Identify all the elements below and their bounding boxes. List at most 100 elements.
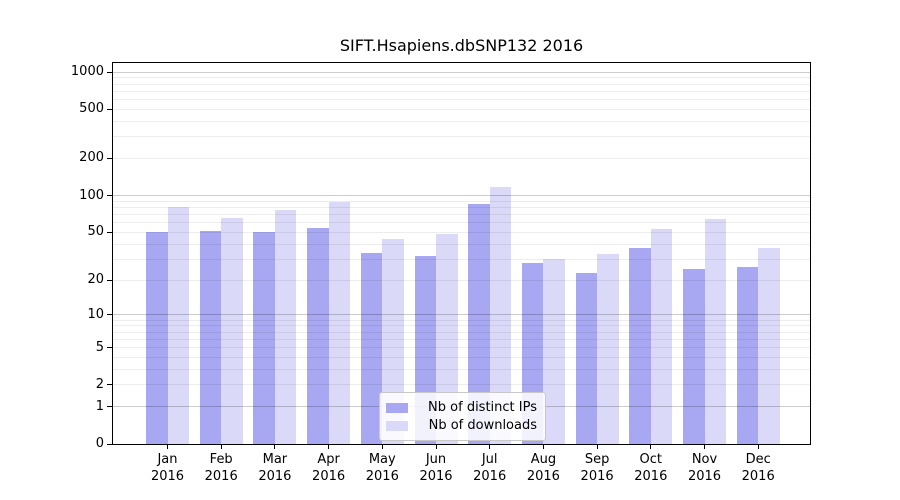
- gridline-minor: [113, 347, 810, 349]
- bar-nb-of-downloads-mar-2016: [274, 210, 297, 444]
- bar-nb-of-downloads-oct-2016: [650, 229, 673, 444]
- x-tick-label-line: 2016: [526, 469, 560, 484]
- x-tick: [435, 445, 437, 449]
- x-tick: [220, 445, 222, 449]
- y-tick-label: 5: [95, 339, 104, 355]
- x-tick-label: Oct 2016: [619, 451, 683, 485]
- bar-nb-of-distinct-ips-may-2016: [360, 252, 383, 444]
- y-tick-label: 20: [87, 272, 104, 288]
- bar-nb-of-distinct-ips-sep-2016: [575, 272, 598, 444]
- x-tick: [274, 445, 276, 449]
- gridline-minor: [113, 279, 810, 281]
- legend-item-distinct-ips: Nb of distinct IPs: [386, 399, 537, 416]
- x-tick: [596, 445, 598, 449]
- gridline-minor: [113, 136, 810, 138]
- y-tick: [107, 406, 112, 408]
- gridline-minor: [113, 356, 810, 358]
- y-tick-label: 100: [79, 187, 104, 203]
- bar-nb-of-distinct-ips-oct-2016: [629, 248, 651, 444]
- x-tick-label: Aug 2016: [511, 451, 575, 485]
- legend-item-downloads: Nb of downloads: [386, 417, 537, 434]
- y-tick-label: 500: [79, 101, 104, 117]
- x-tick-label: Jun 2016: [404, 451, 468, 485]
- x-tick-label-line: Oct: [639, 452, 663, 467]
- plot-area: Nb of distinct IPs Nb of downloads: [113, 63, 810, 444]
- gridline-minor: [113, 222, 810, 224]
- x-tick: [328, 445, 330, 449]
- gridline-minor: [113, 243, 810, 245]
- x-tick-label-line: Jun: [425, 452, 447, 467]
- bar-nb-of-downloads-sep-2016: [597, 254, 619, 444]
- x-tick: [650, 445, 652, 449]
- bar-nb-of-distinct-ips-jan-2016: [146, 232, 168, 444]
- gridline-minor: [113, 331, 810, 333]
- bar-nb-of-downloads-dec-2016: [758, 248, 780, 444]
- bar-nb-of-downloads-nov-2016: [704, 219, 726, 444]
- y-tick: [107, 231, 112, 233]
- bar-nb-of-distinct-ips-feb-2016: [199, 231, 222, 444]
- gridline-minor: [113, 206, 810, 208]
- bar-nb-of-downloads-apr-2016: [328, 202, 351, 444]
- x-tick-label: May 2016: [350, 451, 414, 485]
- x-tick-label-line: Mar: [262, 452, 288, 467]
- bar-nb-of-downloads-aug-2016: [543, 259, 565, 444]
- x-tick-label-line: 2016: [473, 469, 507, 484]
- gridline-minor: [113, 258, 810, 260]
- gridline-minor: [113, 120, 810, 122]
- bar-nb-of-distinct-ips-mar-2016: [253, 232, 275, 444]
- gridline-major: [113, 71, 810, 73]
- gridline-minor: [113, 200, 810, 202]
- y-tick-label: 2: [95, 376, 104, 392]
- gridline-minor: [113, 108, 810, 110]
- x-tick-label: Feb 2016: [189, 451, 253, 485]
- x-tick: [381, 445, 383, 449]
- x-tick-label-line: 2016: [312, 469, 346, 484]
- x-tick-label-line: Feb: [209, 452, 233, 467]
- gridline-minor: [113, 338, 810, 340]
- gridline-major: [113, 314, 810, 316]
- y-tick: [107, 347, 112, 349]
- y-tick: [107, 157, 112, 159]
- bar-nb-of-distinct-ips-dec-2016: [736, 266, 759, 444]
- x-tick-label-line: 2016: [258, 469, 292, 484]
- legend-swatch-distinct-ips: [386, 402, 408, 413]
- y-tick-label: 50: [87, 224, 104, 240]
- y-tick: [107, 314, 112, 316]
- x-tick-label-line: 2016: [580, 469, 614, 484]
- legend-label-downloads: Nb of downloads: [428, 418, 537, 433]
- gridline-minor: [113, 325, 810, 327]
- y-tick-label: 200: [79, 150, 104, 166]
- y-tick: [107, 279, 112, 281]
- gridline-major: [113, 195, 810, 197]
- x-tick-label-line: May: [368, 452, 396, 467]
- gridline-minor: [113, 83, 810, 85]
- x-tick-label: Jul 2016: [458, 451, 522, 485]
- y-tick-label: 1000: [70, 64, 104, 80]
- x-tick-label-line: Aug: [530, 452, 557, 467]
- gridline-minor: [113, 77, 810, 79]
- x-tick-label: Apr 2016: [297, 451, 361, 485]
- gridline-minor: [113, 231, 810, 233]
- x-tick-label: Nov 2016: [673, 451, 737, 485]
- x-tick: [542, 445, 544, 449]
- legend-swatch-downloads: [386, 420, 408, 431]
- bars-layer: [113, 63, 810, 444]
- bar-nb-of-downloads-feb-2016: [221, 218, 243, 444]
- gridline-minor: [113, 157, 810, 159]
- y-tick: [107, 108, 112, 110]
- x-tick-label: Dec 2016: [726, 451, 790, 485]
- y-tick-label: 1: [95, 398, 104, 414]
- bar-nb-of-downloads-jul-2016: [489, 187, 512, 444]
- x-tick-label-line: 2016: [419, 469, 453, 484]
- bar-nb-of-distinct-ips-apr-2016: [307, 228, 329, 444]
- x-tick-label-line: Nov: [691, 452, 718, 467]
- x-tick: [704, 445, 705, 449]
- x-tick-label: Jan 2016: [136, 451, 200, 485]
- x-tick-label-line: 2016: [204, 469, 238, 484]
- x-tick: [167, 445, 168, 449]
- y-tick: [107, 384, 112, 386]
- x-tick-label: Sep 2016: [565, 451, 629, 485]
- y-tick-label: 10: [87, 306, 104, 322]
